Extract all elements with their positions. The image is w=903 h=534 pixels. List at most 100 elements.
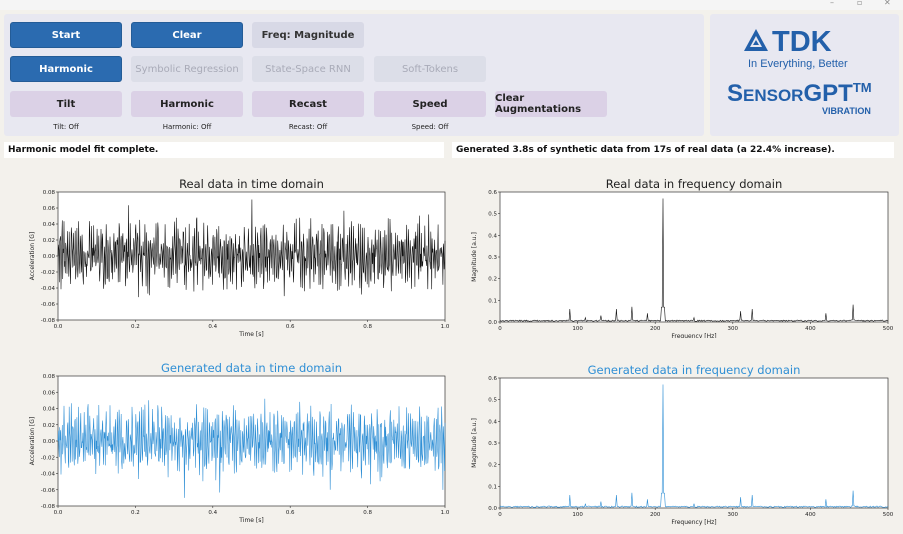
recast-status: Recast: Off [288, 123, 328, 131]
x-tick-label: 0.2 [131, 324, 140, 330]
y-tick-label: -0.06 [41, 302, 56, 308]
chart-title: Real data in time domain [179, 177, 324, 191]
window-titlebar: – ▫ ✕ [0, 0, 903, 10]
x-axis-label: Frequency [Hz] [671, 519, 716, 526]
y-tick-label: 0.02 [43, 238, 55, 244]
y-tick-label: -0.06 [41, 488, 56, 494]
x-tick-label: 0.8 [363, 510, 372, 516]
y-tick-label: -0.04 [41, 472, 56, 478]
y-tick-label: 0.00 [43, 439, 56, 445]
speed-status: Speed: Off [411, 123, 449, 131]
x-tick-label: 0.6 [286, 510, 295, 516]
y-tick-label: 0.3 [488, 255, 497, 261]
y-tick-label: 0.6 [488, 190, 497, 196]
x-tick-label: 100 [572, 512, 583, 518]
chart-title: Generated data in frequency domain [588, 363, 801, 377]
chart-generated-frequency: Generated data in frequency domain 0 100 20… [471, 363, 894, 526]
trademark: TM [852, 80, 872, 95]
tdk-logo-icon [744, 29, 768, 51]
y-tick-label: 0.1 [488, 484, 497, 490]
y-tick-label: 0.04 [43, 222, 56, 228]
y-tick-label: 0.0 [488, 506, 497, 512]
y-tick-label: 0.5 [488, 398, 497, 404]
x-tick-label: 0.2 [131, 510, 140, 516]
start-button[interactable]: Start [10, 22, 122, 48]
y-tick-label: -0.02 [41, 455, 55, 461]
recast-button[interactable]: Recast [252, 91, 364, 117]
maximize-button[interactable]: ▫ [857, 0, 863, 7]
data-series-line [499, 198, 888, 322]
state-space-rnn-button[interactable]: State-Space RNN [252, 56, 364, 82]
y-tick-label: 0.6 [488, 376, 497, 382]
chart-real-frequency: Real data in frequency domain 0 100 200 300 4… [471, 177, 894, 338]
y-axis-label: Acceleration [G] [29, 417, 36, 466]
chart-title: Real data in frequency domain [606, 177, 783, 191]
y-tick-label: 0.2 [488, 463, 497, 469]
product-subtitle: VIBRATION [822, 106, 871, 116]
y-axis-label: Magnitude [a.u.] [471, 232, 478, 282]
y-tick-label: 0.4 [488, 419, 497, 425]
brand-name: TDK [772, 26, 832, 58]
harmonic-augmentation-button[interactable]: Harmonic [131, 91, 243, 117]
clear-button[interactable]: Clear [131, 22, 243, 48]
x-tick-label: 0.0 [54, 324, 63, 330]
tilt-button[interactable]: Tilt [10, 91, 122, 117]
minimize-button[interactable]: – [830, 0, 834, 7]
y-tick-label: 0.2 [488, 277, 497, 283]
x-tick-label: 200 [650, 512, 661, 518]
y-tick-label: 0.00 [43, 254, 56, 260]
y-tick-label: 0.06 [43, 206, 56, 212]
harmonic-model-button[interactable]: Harmonic [10, 56, 122, 82]
y-tick-label: 0.5 [488, 212, 497, 218]
x-tick-label: 200 [650, 326, 661, 332]
chart-real-time: Real data in time domain 0.0 0.2 0.4 0.6 0.8 1… [29, 177, 450, 338]
y-tick-label: 0.08 [43, 374, 56, 380]
product-name: SensorGPTTM [727, 80, 872, 107]
y-tick-label: -0.04 [41, 286, 56, 292]
y-tick-label: 0.08 [43, 190, 56, 196]
y-axis-label: Magnitude [a.u.] [471, 418, 478, 468]
tilt-status: Tilt: Off [53, 123, 79, 131]
x-tick-label: 400 [805, 326, 816, 332]
x-tick-label: 300 [728, 512, 739, 518]
soft-tokens-button[interactable]: Soft-Tokens [374, 56, 486, 82]
status-left: Harmonic model fit complete. [4, 142, 444, 158]
y-tick-label: 0.04 [43, 407, 56, 413]
logo-panel: TDK In Everything, Better SensorGPTTM VI… [710, 14, 899, 136]
x-tick-label: 0 [498, 326, 502, 332]
brand-tagline: In Everything, Better [748, 58, 848, 70]
y-tick-label: 0.02 [43, 423, 55, 429]
speed-button[interactable]: Speed [374, 91, 486, 117]
close-button[interactable]: ✕ [884, 0, 891, 7]
x-tick-label: 300 [728, 326, 739, 332]
y-tick-label: 0.1 [488, 298, 497, 304]
data-series-line [499, 384, 888, 508]
x-tick-label: 0.4 [208, 324, 217, 330]
y-tick-label: 0.3 [488, 441, 497, 447]
x-tick-label: 0.0 [54, 510, 63, 516]
y-tick-label: -0.02 [41, 270, 55, 276]
plot-area [499, 191, 889, 323]
y-tick-label: 0.06 [43, 390, 56, 396]
x-axis-label: Frequency [Hz] [671, 333, 716, 338]
data-series-line [57, 398, 446, 498]
symbolic-regression-button[interactable]: Symbolic Regression [131, 56, 243, 82]
harmonic-status: Harmonic: Off [162, 123, 212, 131]
freq-magnitude-button[interactable]: Freq: Magnitude [252, 22, 364, 48]
x-axis-label: Time [s] [238, 331, 263, 338]
x-axis-label: Time [s] [238, 517, 263, 524]
x-tick-label: 1.0 [441, 324, 450, 330]
y-axis-label: Acceleration [G] [29, 232, 36, 281]
x-tick-label: 0 [498, 512, 502, 518]
x-tick-label: 0.4 [208, 510, 217, 516]
y-tick-label: 0.4 [488, 233, 497, 239]
clear-augmentations-button[interactable]: Clear Augmentations [495, 91, 607, 117]
y-tick-label: 0.0 [488, 320, 497, 326]
control-panel: Start Clear Freq: Magnitude Harmonic Sym… [4, 14, 704, 136]
chart-title: Generated data in time domain [161, 361, 342, 375]
status-right: Generated 3.8s of synthetic data from 17… [452, 142, 894, 158]
x-tick-label: 0.8 [363, 324, 372, 330]
x-tick-label: 500 [883, 512, 894, 518]
y-tick-label: -0.08 [41, 318, 56, 324]
x-tick-label: 0.6 [286, 324, 295, 330]
